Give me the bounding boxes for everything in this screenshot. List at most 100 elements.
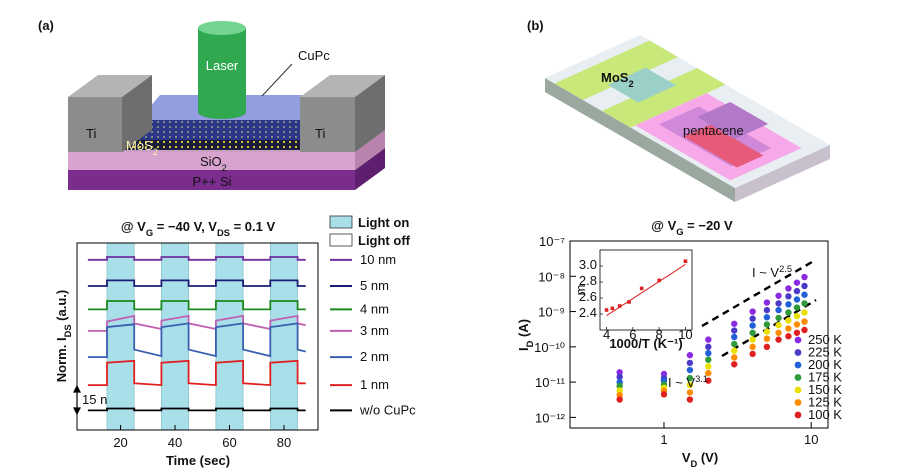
x-tick-label: 20 <box>113 435 127 450</box>
data-point <box>785 317 792 324</box>
y-tick-label: 10⁻¹² <box>535 410 566 425</box>
y-axis-label-part: Norm. I <box>54 337 69 382</box>
data-point <box>801 273 808 281</box>
x-tick-label: 1 <box>660 432 667 447</box>
data-point <box>801 318 808 325</box>
series-line <box>87 300 306 311</box>
device-label-part: 2 <box>153 147 158 157</box>
data-point <box>686 359 694 367</box>
device-label: P++ Si <box>192 174 231 189</box>
data-point <box>686 351 694 359</box>
y-axis-label: ID (A) <box>516 319 535 351</box>
y-axis-label-part: I <box>516 347 531 351</box>
y-axis-label-part: (a.u.) <box>54 290 69 325</box>
data-point <box>604 308 609 312</box>
legend-label: 4 nm <box>360 301 389 316</box>
chart-title-part: = 0.1 V <box>230 219 275 234</box>
data-point <box>763 306 771 314</box>
annotation-part: 3.1 <box>695 374 708 384</box>
chart-title-part: = −40 V, V <box>153 219 217 234</box>
data-point <box>763 321 771 328</box>
data-point <box>705 369 712 377</box>
light-on-band <box>161 242 189 431</box>
x-axis-label: VD (V) <box>682 450 718 469</box>
data-point <box>686 366 694 374</box>
chart-title: @ VG = −20 V <box>651 218 733 237</box>
data-point <box>775 292 782 299</box>
data-point <box>731 347 738 354</box>
device-label: pentacene <box>683 123 744 138</box>
device-label: Ti <box>86 126 96 141</box>
panel-label: (a) <box>38 18 54 33</box>
series-line <box>87 322 306 358</box>
data-point <box>785 309 792 316</box>
y-axis-label-part: D <box>525 340 535 347</box>
annotation-part: 2.5 <box>779 264 792 274</box>
legend-label: 2 nm <box>360 349 389 364</box>
data-point <box>639 286 644 291</box>
y-axis-label-part: DS <box>63 324 73 337</box>
data-point <box>763 299 771 306</box>
data-point <box>705 349 712 357</box>
data-point <box>749 350 756 358</box>
legend-label: 125 K <box>808 395 842 410</box>
data-point <box>617 304 622 308</box>
data-point <box>686 374 694 382</box>
series-line <box>87 256 306 261</box>
data-point <box>686 381 694 389</box>
data-point <box>793 321 801 328</box>
legend-label: 10 nm <box>360 252 396 267</box>
light-on-band <box>106 242 135 431</box>
device-label: MoS2 <box>126 138 158 157</box>
device-label: SiO2 <box>200 154 227 173</box>
device-layer <box>683 124 764 168</box>
light-on-band <box>270 242 298 431</box>
data-point <box>610 306 615 311</box>
legend-label: 3 nm <box>360 323 389 338</box>
data-point <box>775 322 782 329</box>
legend-label: 225 K <box>808 345 842 360</box>
data-point <box>660 391 668 398</box>
data-point <box>749 315 756 322</box>
x-tick-label: 60 <box>222 435 236 450</box>
data-point <box>731 327 738 334</box>
data-point <box>785 333 792 340</box>
y-axis-label: Norm. IDS (a.u.) <box>54 290 73 382</box>
guide-lines <box>701 260 817 358</box>
series-line <box>87 314 306 332</box>
x-tick-label: 6 <box>629 327 636 342</box>
data-point <box>749 308 756 315</box>
legend-label: 250 K <box>808 332 842 347</box>
data-point <box>731 340 738 348</box>
data-point <box>616 382 623 390</box>
data-point <box>801 309 808 316</box>
data-point <box>731 354 738 361</box>
device-layer <box>697 101 769 139</box>
x-axis-label-part: (V) <box>697 450 718 465</box>
data-point <box>616 391 623 399</box>
data-point <box>657 278 661 283</box>
data-point <box>801 291 808 298</box>
y-tick-label: 10⁻⁹ <box>538 305 565 320</box>
plot-frame <box>569 240 829 429</box>
chart-title: @ VG = −40 V, VDS = 0.1 V <box>121 219 276 238</box>
panel-label: (b) <box>527 18 544 33</box>
data-point <box>763 335 771 342</box>
legend-swatch <box>794 361 802 369</box>
data-point <box>705 336 712 343</box>
annotation-part: I ~ V <box>752 265 779 280</box>
data-point <box>775 300 782 307</box>
data-point <box>763 328 771 335</box>
y-tick-label: 10⁻¹¹ <box>535 375 566 390</box>
y-tick-label: 3.0 <box>579 257 597 272</box>
legend-swatch <box>794 349 802 356</box>
data-point <box>775 329 782 336</box>
data-point <box>705 363 712 370</box>
x-axis-label-part: D <box>690 459 697 469</box>
x-tick-label: 40 <box>168 435 182 450</box>
data-point <box>775 306 782 314</box>
data-point <box>731 361 738 368</box>
device-label-part: 2 <box>222 163 227 173</box>
annotation: I ~ V3.1 <box>668 374 708 390</box>
device-label-part: 2 <box>628 79 633 89</box>
